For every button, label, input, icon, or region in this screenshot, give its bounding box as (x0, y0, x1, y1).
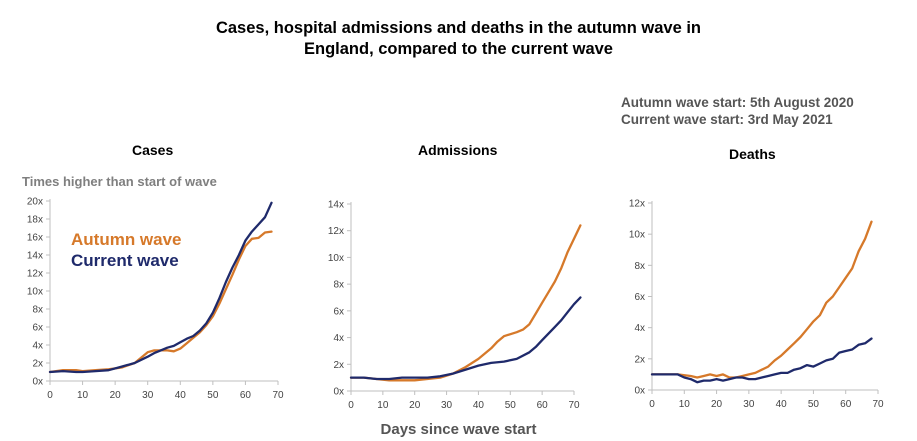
admissions-y-tick-label: 8x (333, 280, 344, 291)
cases-panel-title: Cases (132, 142, 174, 158)
deaths-x-tick-label: 60 (840, 399, 852, 410)
deaths-y-tick-label: 6x (634, 292, 645, 303)
admissions-x-tick-label: 10 (377, 400, 389, 411)
deaths-x-tick-label: 70 (872, 399, 884, 410)
admissions-y-tick-label: 12x (328, 226, 344, 237)
deaths-x-tick-label: 20 (711, 399, 723, 410)
chart-main-title: Cases, hospital admissions and deaths in… (0, 18, 917, 60)
admissions-x-tick-label: 70 (568, 400, 580, 411)
cases-y-tick-label: 18x (27, 215, 43, 226)
title-line-2: England, compared to the current wave (304, 40, 613, 58)
admissions-x-tick-label: 30 (441, 400, 453, 411)
cases-y-tick-label: 20x (27, 197, 43, 208)
admissions-x-tick-label: 40 (473, 400, 485, 411)
admissions-autumn-wave-line (349, 224, 582, 382)
wave-start-info: Autumn wave start: 5th August 2020 Curre… (621, 94, 854, 128)
cases-x-tick-label: 70 (272, 390, 284, 401)
legend-current-wave: Current wave (71, 251, 179, 270)
deaths-y-tick-label: 10x (629, 230, 645, 241)
deaths-y-tick-label: 12x (629, 199, 645, 210)
deaths-x-tick-label: 30 (743, 399, 755, 410)
admissions-y-tick-label: 6x (333, 306, 344, 317)
deaths-x-tick-label: 40 (776, 399, 788, 410)
cases-y-tick-label: 12x (27, 269, 43, 280)
cases-x-tick-label: 20 (110, 390, 122, 401)
cases-y-tick-label: 10x (27, 287, 43, 298)
cases-x-tick-label: 40 (175, 390, 187, 401)
admissions-panel-title: Admissions (418, 142, 498, 158)
admissions-current-wave-line (349, 296, 582, 381)
admissions-y-tick-label: 2x (333, 360, 344, 371)
cases-y-tick-label: 6x (32, 323, 43, 334)
cases-x-tick-label: 0 (47, 390, 53, 401)
cases-y-tick-label: 8x (32, 305, 43, 316)
admissions-y-tick-label: 0x (333, 387, 344, 398)
admissions-chart: 0x 2x 4x 6x 8x 10x 12x 14x 0 10 20 30 40 50 60 70 (328, 200, 582, 411)
deaths-y-tick-label: 2x (634, 354, 645, 365)
deaths-y-tick-label: 4x (634, 323, 645, 334)
deaths-x-tick-label: 0 (649, 399, 655, 410)
deaths-x-tick-label: 10 (679, 399, 691, 410)
deaths-x-tick-label: 50 (808, 399, 820, 410)
autumn-wave-start-text: Autumn wave start: 5th August 2020 (621, 95, 854, 110)
admissions-y-tick-label: 4x (333, 333, 344, 344)
deaths-chart: 0x 2x 4x 6x 8x 10x 12x 0 10 20 30 40 50 60 70 (629, 199, 884, 411)
cases-chart: 0x 2x 4x 6x 8x 10x 12x 14x 16x 18x 20x 0 10 20 30 40 50 6… (27, 197, 284, 402)
deaths-y-tick-label: 8x (634, 261, 645, 272)
deaths-y-tick-label: 0x (634, 386, 645, 397)
cases-y-tick-label: 16x (27, 233, 43, 244)
legend-autumn-wave: Autumn wave (71, 230, 182, 249)
y-axis-unit-label: Times higher than start of wave (22, 174, 217, 189)
cases-x-tick-label: 50 (207, 390, 219, 401)
admissions-y-tick-label: 14x (328, 200, 344, 211)
cases-x-tick-label: 10 (77, 390, 89, 401)
cases-x-tick-label: 60 (240, 390, 252, 401)
current-wave-start-text: Current wave start: 3rd May 2021 (621, 112, 833, 127)
cases-y-tick-label: 0x (32, 377, 43, 388)
admissions-x-tick-label: 0 (348, 400, 354, 411)
title-line-1: Cases, hospital admissions and deaths in… (215, 19, 702, 37)
deaths-panel-title: Deaths (729, 146, 776, 162)
admissions-y-tick-label: 10x (328, 253, 344, 264)
cases-y-tick-label: 14x (27, 251, 43, 262)
x-axis-label: Days since wave start (380, 421, 537, 438)
cases-y-tick-label: 4x (32, 341, 43, 352)
cases-x-tick-label: 30 (142, 390, 154, 401)
cases-current-wave-line (48, 201, 273, 374)
deaths-current-wave-line (650, 337, 873, 384)
deaths-autumn-wave-line (650, 220, 873, 379)
admissions-x-tick-label: 50 (505, 400, 517, 411)
cases-y-tick-label: 2x (32, 359, 43, 370)
admissions-x-tick-label: 20 (409, 400, 421, 411)
admissions-x-tick-label: 60 (537, 400, 549, 411)
